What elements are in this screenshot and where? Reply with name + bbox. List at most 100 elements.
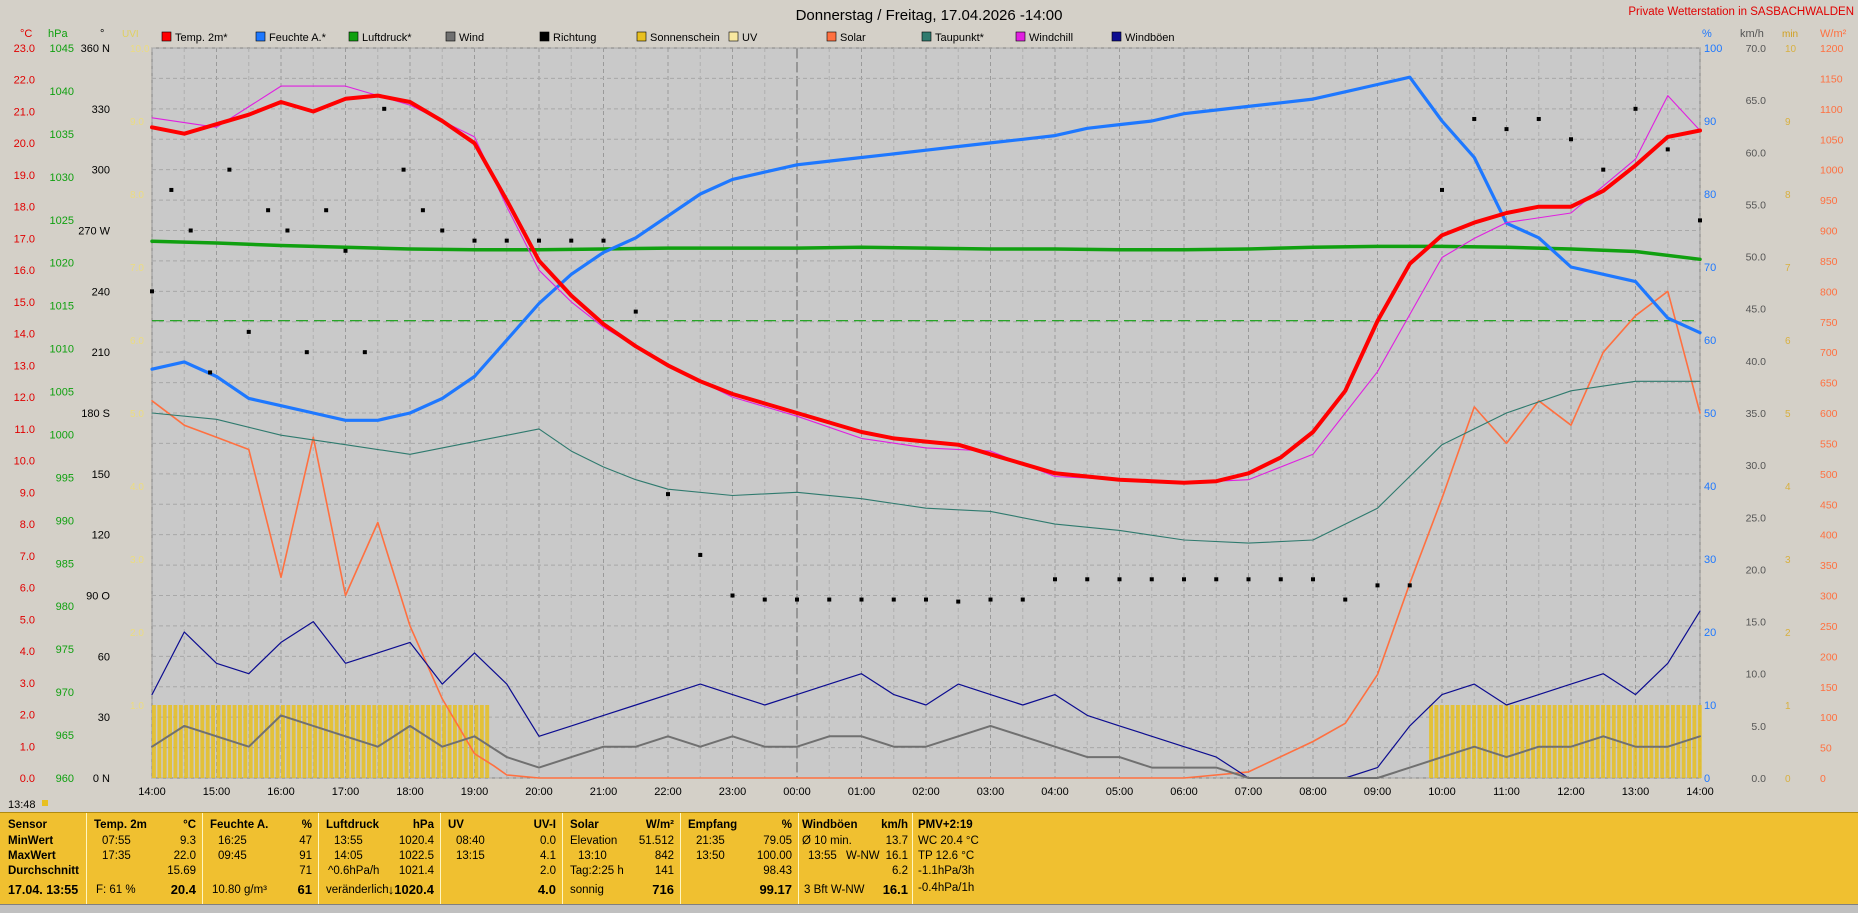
uv-tick-label: 9.0 bbox=[130, 117, 144, 128]
gust-avg-label: Ø 10 min. bbox=[802, 835, 852, 847]
solar-day-label: Tag:2:25 h bbox=[570, 865, 624, 877]
sunshine-bar bbox=[1611, 705, 1616, 778]
sunshine-bar bbox=[469, 705, 473, 778]
humidity-min: 47 bbox=[299, 835, 312, 847]
sunshine-bar bbox=[313, 705, 318, 778]
chart-svg: Donnerstag / Freitag, 17.04.2026 -14:00 P… bbox=[8, 6, 1854, 811]
sunshine-bar bbox=[302, 705, 307, 778]
sunshine-tick-label: 2 bbox=[1785, 628, 1791, 639]
series-direction-point bbox=[924, 597, 928, 602]
sunshine-bar bbox=[1504, 705, 1509, 778]
solar-elevation-label: Elevation bbox=[570, 835, 618, 847]
solar-tick-label: 450 bbox=[1820, 499, 1838, 511]
wind-tick-label: 70.0 bbox=[1746, 43, 1767, 55]
sunshine-bar bbox=[1429, 705, 1433, 778]
x-tick-label: 01:00 bbox=[848, 786, 876, 798]
series-direction-point bbox=[382, 106, 387, 111]
sunshine-bar bbox=[1466, 705, 1471, 778]
sunshine-bar bbox=[1482, 705, 1487, 778]
temp-max: 22.0 bbox=[173, 850, 196, 862]
temp-tick-label: 3.0 bbox=[20, 678, 35, 690]
pressure-tick-label: 1045 bbox=[50, 43, 74, 55]
series-direction-point bbox=[362, 350, 367, 355]
sunshine-bar bbox=[1627, 705, 1632, 778]
temp-tick-label: 16.0 bbox=[14, 265, 35, 277]
humidity-now-note: 10.80 g/m³ bbox=[212, 884, 267, 896]
sunshine-bar bbox=[184, 705, 189, 778]
series-direction-point bbox=[1375, 583, 1380, 588]
solar-tick-label: 0 bbox=[1820, 773, 1826, 785]
pressure-header: Luftdruck bbox=[326, 819, 380, 831]
wind-tick-label: 65.0 bbox=[1746, 95, 1767, 107]
pressure-tick-label: 1020 bbox=[50, 258, 74, 270]
uv-tick-label: 5.0 bbox=[130, 409, 144, 420]
uv-column: UV UV-I 08:40 0.0 13:15 4.1 2.0 4.0 bbox=[442, 813, 563, 905]
series-direction-point bbox=[730, 593, 735, 598]
series-direction-point bbox=[1182, 577, 1186, 582]
wind-tick-label: 35.0 bbox=[1746, 408, 1767, 420]
weather-chart: Donnerstag / Freitag, 17.04.2026 -14:00 P… bbox=[8, 6, 1854, 811]
temp-tick-label: 22.0 bbox=[14, 75, 35, 87]
series-direction-point bbox=[988, 597, 993, 602]
sunshine-bar bbox=[281, 705, 285, 778]
series-humidity-line bbox=[150, 75, 1702, 422]
sunshine-bar bbox=[1574, 705, 1579, 778]
temp-now: 20.4 bbox=[170, 882, 196, 897]
series-direction-point bbox=[1214, 577, 1219, 582]
series-dewpoint-line bbox=[151, 380, 1701, 544]
uv-max-time: 13:15 bbox=[456, 850, 485, 862]
reception-max-time: 13:50 bbox=[696, 850, 725, 862]
humidity-tick-label: 50 bbox=[1704, 408, 1716, 420]
series-direction-point bbox=[1633, 106, 1638, 111]
solar-tick-label: 900 bbox=[1820, 226, 1838, 238]
series-direction-point bbox=[956, 599, 961, 604]
sunshine-bar bbox=[324, 705, 328, 778]
uv-tick-label: 7.0 bbox=[130, 263, 144, 274]
sunshine-bar bbox=[1525, 705, 1530, 778]
current-row-label: 17.04. 13:55 bbox=[8, 883, 79, 897]
uv-tick-label: 1.0 bbox=[130, 701, 144, 712]
station-name: Private Wetterstation in SASBACHWALDEN bbox=[1628, 6, 1854, 18]
sunshine-bar bbox=[329, 705, 334, 778]
uv-tick-label: 3.0 bbox=[130, 555, 144, 566]
sunshine-bar bbox=[152, 705, 156, 778]
temp-header: Temp. 2m bbox=[94, 819, 147, 831]
series-direction-point bbox=[188, 228, 193, 233]
sunshine-bar bbox=[393, 705, 398, 778]
direction-tick-label: 300 bbox=[92, 165, 110, 177]
gust-now: 16.1 bbox=[882, 882, 908, 897]
solar-tick-label: 1100 bbox=[1820, 104, 1843, 116]
legend-label: Sonnenschein bbox=[650, 32, 720, 44]
sunshine-tick-label: 9 bbox=[1785, 117, 1791, 128]
solar-tick-label: 100 bbox=[1820, 712, 1838, 724]
sunshine-bar bbox=[1697, 705, 1702, 778]
sensor-column: Sensor MinWert MaxWert Durchschnitt 17.0… bbox=[0, 813, 87, 905]
sunshine-bar bbox=[1455, 705, 1460, 778]
x-tick-label: 02:00 bbox=[912, 786, 940, 798]
x-tick-label: 00:00 bbox=[783, 786, 811, 798]
sunshine-bar bbox=[254, 705, 258, 778]
sunshine-bar bbox=[1498, 705, 1503, 778]
sunshine-bar bbox=[286, 705, 291, 778]
temp-tick-label: 4.0 bbox=[20, 646, 35, 658]
temp-tick-label: 18.0 bbox=[14, 202, 35, 214]
solar-tick-label: 1200 bbox=[1820, 43, 1844, 55]
solar-max: 842 bbox=[654, 850, 674, 862]
series-direction-point bbox=[859, 597, 864, 602]
temp-tick-label: 10.0 bbox=[14, 456, 35, 468]
series-direction-point bbox=[1536, 116, 1541, 121]
legend-swatch bbox=[161, 31, 172, 42]
sunshine-bar bbox=[463, 705, 468, 778]
x-tick-label: 13:00 bbox=[1622, 786, 1650, 798]
temp-unit: °C bbox=[183, 819, 196, 831]
sunshine-bar bbox=[436, 705, 441, 778]
x-tick-label: 04:00 bbox=[1041, 786, 1069, 798]
solar-tick-label: 950 bbox=[1820, 195, 1838, 207]
series-direction-point bbox=[633, 309, 638, 314]
wind-tick-label: 15.0 bbox=[1746, 617, 1767, 629]
sunshine-bar bbox=[404, 705, 409, 778]
x-tick-label: 20:00 bbox=[525, 786, 553, 798]
x-tick-label: 03:00 bbox=[977, 786, 1005, 798]
temp-tick-label: 21.0 bbox=[14, 106, 35, 118]
pressure-tick-label: 980 bbox=[56, 601, 74, 613]
